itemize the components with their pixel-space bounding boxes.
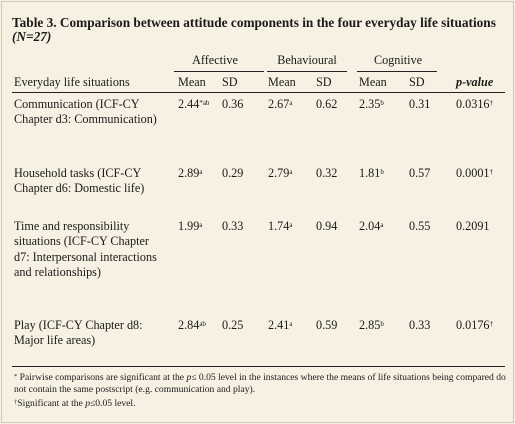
col-affective-mean: Mean <box>178 75 206 89</box>
group-behavioural: Behavioural <box>277 53 337 67</box>
row2-aff-mean: 2.89a <box>178 166 203 180</box>
row4-p-value: 0.0176† <box>456 318 494 332</box>
group-affective-rule <box>174 71 264 72</box>
row-label-communication: Communication (ICF-CY Chapter d3: Commun… <box>14 97 157 127</box>
row3-aff-sd: 0.33 <box>222 219 244 233</box>
col-cognitive-mean: Mean <box>359 75 387 89</box>
row1-cog-mean: 2.35b <box>359 97 384 111</box>
row4-beh-sd: 0.59 <box>316 318 338 332</box>
row1-cog-sd: 0.31 <box>409 97 431 111</box>
row4-aff-mean: 2.84ab <box>178 318 206 332</box>
group-cognitive-rule <box>357 71 437 72</box>
row4-cog-mean: 2.85b <box>359 318 384 332</box>
row3-cog-mean: 2.04a <box>359 219 384 233</box>
row3-beh-mean: 1.74a <box>268 219 293 233</box>
row2-cog-mean: 1.81b <box>359 166 384 180</box>
row1-beh-mean: 2.67a <box>268 97 293 111</box>
table-title: Table 3. Comparison between attitude com… <box>12 16 507 44</box>
row4-aff-sd: 0.25 <box>222 318 244 332</box>
table-title-n: (N=27) <box>12 29 52 44</box>
row-header: Everyday life situations <box>14 75 130 89</box>
col-behavioural-sd: SD <box>316 75 332 89</box>
row1-p-value: 0.0316† <box>456 97 494 111</box>
row1-aff-mean: 2.44*ab <box>178 97 210 111</box>
row3-p-value: 0.2091 <box>456 219 490 233</box>
row4-cog-sd: 0.33 <box>409 318 431 332</box>
row2-beh-mean: 2.79a <box>268 166 293 180</box>
row2-cog-sd: 0.57 <box>409 166 431 180</box>
header-rule <box>12 92 505 93</box>
col-behavioural-mean: Mean <box>268 75 296 89</box>
row1-aff-sd: 0.36 <box>222 97 244 111</box>
col-cognitive-sd: SD <box>409 75 425 89</box>
row3-cog-sd: 0.55 <box>409 219 431 233</box>
row4-beh-mean: 2.41a <box>268 318 293 332</box>
row2-p-value: 0.0001† <box>456 166 494 180</box>
footnote-pairwise: * Pairwise comparisons are significant a… <box>14 372 506 395</box>
col-affective-sd: SD <box>222 75 238 89</box>
group-behavioural-rule <box>267 71 347 72</box>
row3-beh-sd: 0.94 <box>316 219 338 233</box>
footnote-significance: †Significant at the p≤0.05 level. <box>14 398 136 409</box>
row1-beh-sd: 0.62 <box>316 97 338 111</box>
group-cognitive: Cognitive <box>373 53 423 67</box>
row2-aff-sd: 0.29 <box>222 166 244 180</box>
footer-rule <box>12 366 505 367</box>
col-p-value: p-value <box>456 75 494 89</box>
group-affective: Affective <box>192 53 238 67</box>
row-label-play: Play (ICF-CY Chapter d8: Major life area… <box>14 318 143 348</box>
row-label-household: Household tasks (ICF-CY Chapter d6: Dome… <box>14 166 145 196</box>
table-title-text: Table 3. Comparison between attitude com… <box>12 15 496 30</box>
row-label-time: Time and responsibility situations (ICF-… <box>14 219 157 280</box>
row2-beh-sd: 0.32 <box>316 166 338 180</box>
row3-aff-mean: 1.99a <box>178 219 203 233</box>
